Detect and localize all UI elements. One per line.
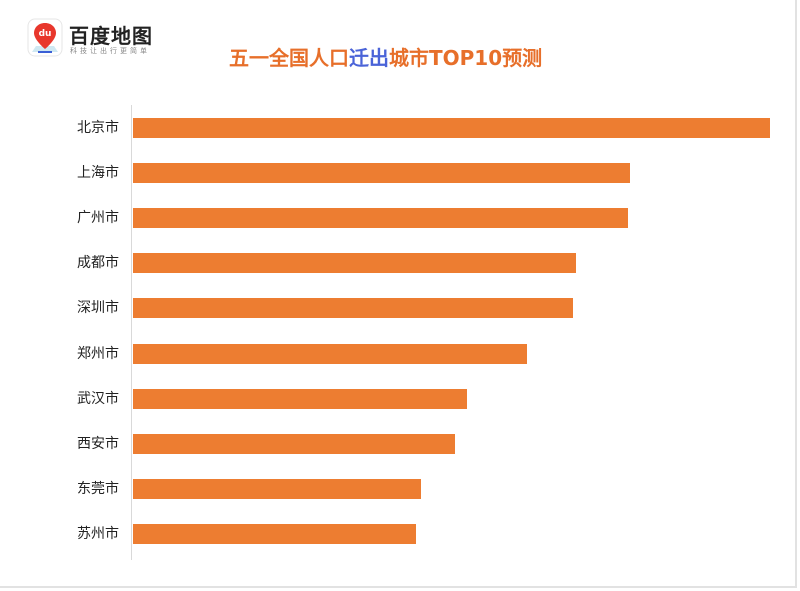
category-label: 西安市 — [77, 436, 119, 452]
title-part-1: 五一全国人口 — [229, 46, 349, 70]
logo-slogan: 科技让出行更简单 — [70, 47, 150, 55]
category-label: 苏州市 — [77, 526, 119, 542]
svg-text:du: du — [39, 29, 52, 39]
baidu-map-logo: du 百度地图 科技让出行更简单 — [27, 18, 167, 62]
logo-name: 百度地图 — [69, 24, 153, 48]
bar — [133, 298, 573, 318]
category-label: 深圳市 — [77, 300, 119, 316]
bar — [133, 163, 630, 183]
bar — [133, 524, 416, 544]
bar — [133, 208, 628, 228]
bar — [133, 479, 421, 499]
bar — [133, 344, 527, 364]
category-label: 上海市 — [77, 165, 119, 181]
title-highlight: 迁出 — [349, 46, 389, 70]
category-label: 武汉市 — [77, 391, 119, 407]
category-label: 广州市 — [77, 210, 119, 226]
category-label: 郑州市 — [77, 346, 119, 362]
bar — [133, 434, 455, 454]
bar — [133, 253, 576, 273]
category-label: 成都市 — [77, 255, 119, 271]
map-pin-icon: du — [27, 18, 63, 57]
bar — [133, 389, 467, 409]
bar — [133, 118, 770, 138]
y-axis-line — [131, 105, 132, 560]
category-label: 东莞市 — [77, 481, 119, 497]
category-label: 北京市 — [77, 120, 119, 136]
chart-title: 五一全国人口迁出城市TOP10预测 — [229, 42, 542, 71]
title-part-3: 城市TOP10预测 — [389, 46, 543, 70]
